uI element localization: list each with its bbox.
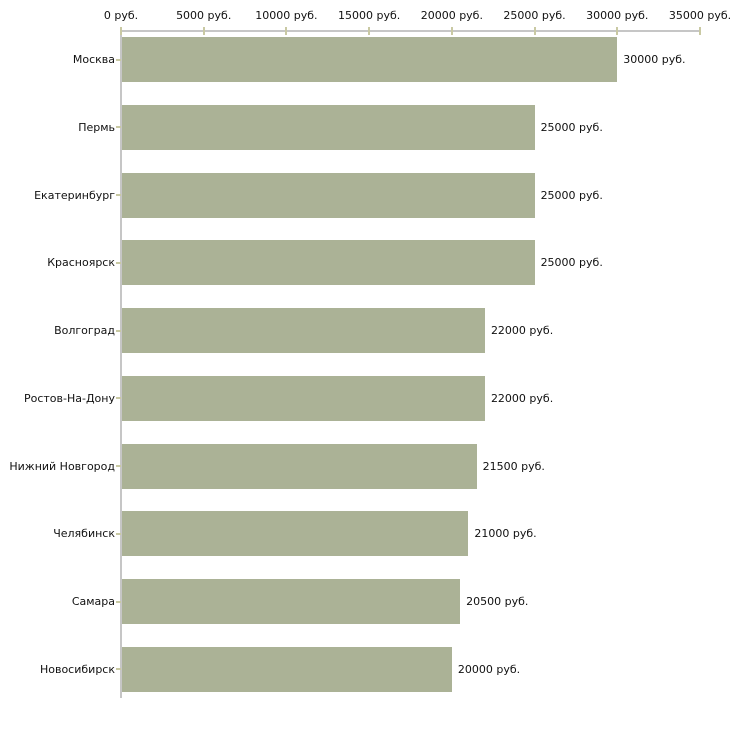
x-axis-line — [120, 30, 700, 32]
y-axis-tick — [116, 600, 121, 603]
x-axis-tick-label: 35000 руб. — [668, 9, 730, 22]
category-label: Пермь — [78, 120, 115, 134]
bar — [122, 308, 485, 353]
y-axis-tick — [116, 465, 121, 467]
value-label: 21000 руб. — [474, 527, 537, 541]
bar — [122, 104, 535, 150]
bar — [122, 443, 477, 489]
value-label: 25000 руб. — [540, 120, 603, 134]
x-axis-tick — [699, 27, 701, 35]
x-axis-tick-label: 15000 руб. — [338, 9, 401, 22]
y-axis-line — [120, 30, 122, 698]
value-label: 30000 руб. — [623, 53, 686, 66]
x-axis-tick-label: 0 руб. — [103, 9, 139, 22]
y-axis-tick — [116, 329, 121, 332]
bar — [122, 375, 485, 421]
bar — [122, 172, 535, 218]
x-axis-tick-label: 25000 руб. — [503, 9, 566, 22]
category-label: Ростов-На-Дону — [23, 391, 115, 405]
bar — [122, 511, 469, 557]
bar — [122, 240, 535, 286]
value-label: 22000 руб. — [490, 391, 554, 405]
x-axis-tick — [368, 27, 371, 35]
category-label: Красноярск — [47, 256, 115, 270]
x-axis-tick-label: 30000 руб. — [586, 9, 649, 22]
value-label: 20500 руб. — [466, 595, 529, 608]
x-axis-tick — [202, 27, 205, 35]
y-axis-tick — [116, 126, 121, 129]
value-label: 25000 руб. — [540, 256, 603, 270]
y-axis-tick — [116, 397, 121, 400]
bar — [122, 646, 452, 692]
x-axis-tick — [533, 27, 536, 35]
category-label: Самара — [71, 595, 115, 608]
x-axis-tick-label: 20000 руб. — [420, 9, 483, 22]
value-label: 20000 руб. — [457, 662, 521, 676]
category-label: Екатеринбург — [34, 188, 115, 202]
y-axis-tick — [116, 668, 121, 671]
category-label: Новосибирск — [39, 662, 115, 676]
bar — [122, 579, 461, 624]
x-axis-tick — [285, 27, 288, 35]
category-label: Волгоград — [54, 324, 115, 337]
y-axis-tick — [116, 261, 121, 264]
value-label: 25000 руб. — [540, 188, 603, 202]
x-axis-tick-label: 5000 руб. — [176, 9, 232, 22]
x-axis-tick — [616, 27, 619, 35]
category-label: Челябинск — [53, 527, 115, 541]
value-label: 21500 руб. — [482, 459, 545, 473]
category-label: Москва — [72, 53, 115, 66]
x-axis-tick-label: 10000 руб. — [255, 9, 318, 22]
category-label: Нижний Новгород — [9, 459, 115, 473]
y-axis-tick — [116, 58, 121, 61]
y-axis-tick — [116, 194, 121, 196]
y-axis-tick — [116, 532, 121, 535]
x-axis-tick — [450, 27, 453, 35]
bar — [122, 37, 618, 82]
x-axis-tick — [120, 27, 122, 35]
value-label: 22000 руб. — [490, 324, 554, 337]
